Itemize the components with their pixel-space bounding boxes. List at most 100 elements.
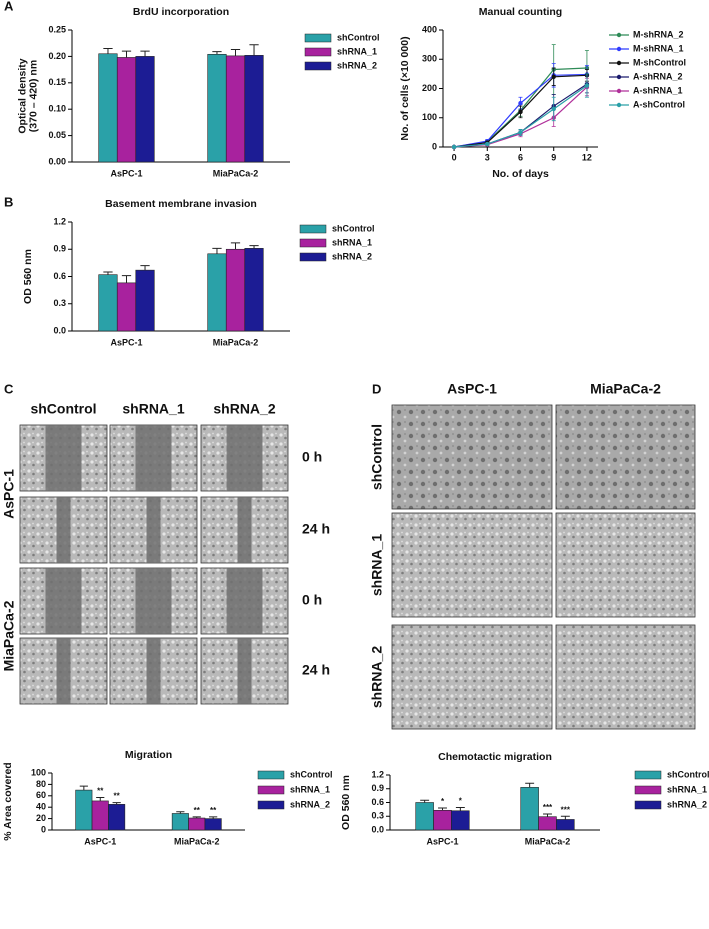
legend-label: M-shControl <box>633 57 686 67</box>
legend-swatch <box>304 33 332 43</box>
y-tick-label: 0.15 <box>48 77 66 87</box>
error-bar <box>121 275 132 283</box>
y-tick-label: 0.0 <box>371 824 384 834</box>
bar <box>207 253 227 332</box>
time-label: 0 h <box>302 592 322 608</box>
legend-swatch <box>257 770 285 780</box>
error-bar <box>560 815 570 820</box>
significance-label: * <box>441 797 445 806</box>
x-tick-label: 9 <box>551 152 556 162</box>
micrograph <box>555 624 696 730</box>
x-tick-label: 0 <box>452 152 457 162</box>
error-bar <box>543 813 552 817</box>
y-axis-label: Optical density <box>16 58 28 133</box>
error-bar <box>192 816 201 819</box>
y-tick-label: 20 <box>36 813 46 823</box>
legend-label: shControl <box>667 769 709 779</box>
bar <box>225 248 246 332</box>
y-tick-label: 0.20 <box>48 51 66 61</box>
wound-gap <box>237 638 252 704</box>
legend-label: shControl <box>337 32 380 42</box>
legend-label: shRNA_2 <box>337 60 377 70</box>
bar <box>225 55 246 163</box>
point <box>551 106 556 112</box>
legend-label: M-shRNA_1 <box>633 43 684 53</box>
bar <box>135 56 155 163</box>
chart-title: Manual counting <box>479 6 562 18</box>
legend-marker <box>616 74 622 80</box>
column-label: shControl <box>30 401 96 417</box>
time-label: 0 h <box>302 449 322 465</box>
wound-gap <box>56 497 71 563</box>
column-label: shRNA_2 <box>213 401 275 417</box>
bar <box>116 57 137 163</box>
legend-label: A-shRNA_2 <box>633 71 683 81</box>
error-bar <box>176 811 185 814</box>
column-label: AsPC-1 <box>447 381 497 397</box>
legend-swatch <box>634 770 662 780</box>
point <box>485 141 490 147</box>
panel-letter: C <box>4 381 14 396</box>
y-tick-label: 40 <box>36 802 46 812</box>
y-tick-label: 80 <box>36 779 46 789</box>
significance-label: *** <box>543 803 553 812</box>
significance-label: ** <box>210 806 217 815</box>
y-tick-label: 60 <box>36 790 46 800</box>
y-tick-label: 0.3 <box>53 298 66 308</box>
error-bar <box>140 265 150 271</box>
legend-label: shRNA_1 <box>332 237 372 247</box>
bar <box>75 789 93 831</box>
y-tick-label: 0.10 <box>48 104 66 114</box>
bar <box>207 53 227 163</box>
legend-label: shRNA_1 <box>290 784 330 794</box>
bar <box>451 810 470 831</box>
error-bar <box>438 807 447 811</box>
x-tick-label: AsPC-1 <box>110 337 142 347</box>
legend-label: shRNA_1 <box>337 46 377 56</box>
x-tick-label: AsPC-1 <box>84 836 116 846</box>
point <box>451 144 457 150</box>
legend-label: shRNA_1 <box>667 784 707 794</box>
bar <box>415 802 434 831</box>
y-tick-label: 0 <box>432 141 437 151</box>
error-bar <box>103 47 113 54</box>
wound-gap <box>226 425 263 491</box>
x-tick-label: 3 <box>485 152 490 162</box>
wound-gap <box>135 425 172 491</box>
error-bar <box>249 44 259 56</box>
bar <box>520 787 539 831</box>
error-bar <box>96 797 105 801</box>
y-tick-label: 0.6 <box>371 797 384 807</box>
wound-gap <box>237 497 252 563</box>
legend-swatch <box>299 252 327 262</box>
error-bar <box>121 50 132 58</box>
legend-label: shRNA_2 <box>332 251 372 261</box>
column-label: shRNA_1 <box>122 401 184 417</box>
wound-gap <box>146 638 161 704</box>
micrograph <box>555 512 696 618</box>
y-tick-label: 300 <box>422 54 437 64</box>
legend-swatch <box>634 800 662 810</box>
significance-label: ** <box>114 792 121 801</box>
legend-marker <box>616 46 622 52</box>
y-tick-label: 0.3 <box>371 811 384 821</box>
y-tick-label: 100 <box>422 112 437 122</box>
x-tick-label: MiaPaCa-2 <box>525 836 571 846</box>
point <box>518 100 523 106</box>
y-axis-label: OD 560 nm <box>340 775 352 830</box>
bar <box>108 804 126 831</box>
point <box>518 109 523 115</box>
legend-swatch <box>299 224 327 234</box>
legend-label: shRNA_2 <box>667 799 707 809</box>
error-bar <box>455 807 465 811</box>
error-bar <box>525 782 535 788</box>
legend-label: shControl <box>290 769 333 779</box>
micrograph <box>555 404 696 510</box>
panel-letter: B <box>4 194 13 209</box>
x-tick-label: MiaPaCa-2 <box>174 836 220 846</box>
y-axis-label: No. of cells (×10 000) <box>399 36 411 140</box>
bar <box>244 55 264 163</box>
legend-marker <box>616 102 622 108</box>
panel-letter: D <box>372 381 381 396</box>
